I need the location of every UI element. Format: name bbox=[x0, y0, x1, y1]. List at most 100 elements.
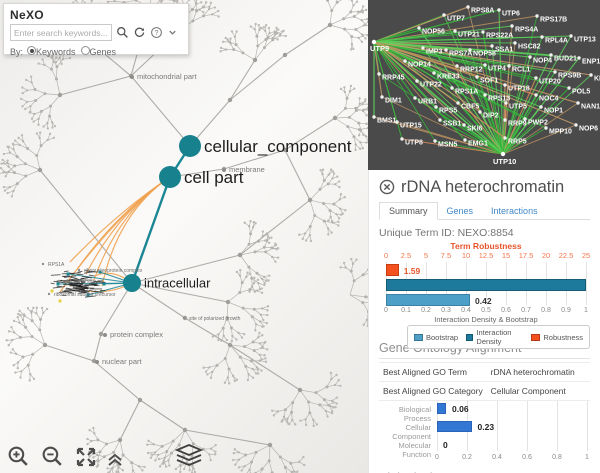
ontology-term-label[interactable]: mitochondrial part bbox=[137, 72, 198, 81]
gene-node-label[interactable]: NOP14 bbox=[408, 62, 431, 69]
gene-node-label[interactable]: NOC4 bbox=[539, 96, 559, 103]
gene-node[interactable] bbox=[574, 123, 578, 127]
gene-node-label[interactable]: RPS7A bbox=[449, 51, 472, 58]
gene-node[interactable] bbox=[444, 48, 448, 52]
gene-node[interactable] bbox=[553, 70, 557, 74]
ontology-node-label[interactable]: intracellular bbox=[144, 276, 211, 291]
ontology-term-label[interactable]: ribonucleoprotein complex bbox=[84, 268, 143, 274]
gene-node-label[interactable]: NOP1 bbox=[544, 108, 563, 115]
gene-node[interactable] bbox=[534, 93, 538, 97]
ontology-term-label[interactable]: ribosomal subunit bbox=[64, 279, 104, 285]
gene-node-label[interactable]: RRP9 bbox=[508, 121, 527, 128]
gene-node-label[interactable]: HSC82 bbox=[518, 44, 541, 51]
gene-node[interactable] bbox=[372, 115, 376, 119]
gene-node[interactable] bbox=[483, 93, 487, 97]
gene-node[interactable] bbox=[478, 110, 482, 114]
gene-node[interactable] bbox=[438, 118, 442, 122]
ontology-term-label[interactable]: protein complex bbox=[110, 330, 163, 339]
zoom-in-icon[interactable] bbox=[6, 444, 31, 469]
gene-node-label[interactable]: UTP18 bbox=[508, 86, 530, 93]
gene-node-label[interactable]: RPS5 bbox=[439, 108, 457, 115]
ontology-term-label[interactable]: ribosomal subunit precursor bbox=[54, 292, 116, 298]
gene-hub-node[interactable] bbox=[371, 39, 377, 45]
gene-node-label[interactable]: UTP13 bbox=[574, 37, 596, 44]
gene-node[interactable] bbox=[466, 5, 470, 9]
gene-node-label[interactable]: NOP4 bbox=[533, 58, 552, 65]
gene-node[interactable] bbox=[523, 117, 527, 121]
gene-node-label[interactable]: UTP5 bbox=[509, 104, 527, 111]
ontology-node[interactable] bbox=[123, 274, 141, 292]
gene-node-label[interactable]: RPL4A bbox=[545, 38, 568, 45]
ontology-term-label[interactable]: RPS1A bbox=[48, 262, 65, 268]
ontology-node-label[interactable]: cellular_component bbox=[204, 137, 352, 156]
tab-interactions[interactable]: Interactions bbox=[491, 206, 538, 216]
gene-node[interactable] bbox=[589, 73, 593, 77]
gene-node-label[interactable]: UTP20 bbox=[539, 79, 561, 86]
gene-node-label[interactable]: RPS4A bbox=[515, 27, 538, 34]
ontology-node[interactable] bbox=[159, 166, 181, 188]
gene-node[interactable] bbox=[569, 34, 573, 38]
gene-node[interactable] bbox=[432, 71, 436, 75]
collapse-up-icon[interactable] bbox=[107, 453, 123, 467]
gene-node[interactable] bbox=[549, 53, 553, 57]
ontology-term-label[interactable]: membrane bbox=[229, 165, 265, 174]
gene-node[interactable] bbox=[463, 138, 467, 142]
gene-node[interactable] bbox=[576, 101, 580, 105]
ontology-canvas[interactable]: mitochondrial part membrane protein comple… bbox=[0, 0, 368, 473]
gene-node-label[interactable]: UTP22 bbox=[420, 82, 442, 89]
gene-node-label[interactable]: NOP58 bbox=[473, 51, 496, 58]
gene-node[interactable] bbox=[535, 14, 539, 18]
gene-node-label[interactable]: NAN1 bbox=[581, 104, 600, 111]
gene-node[interactable] bbox=[504, 101, 508, 105]
gene-node-label[interactable]: DIM1 bbox=[385, 98, 402, 105]
gene-node-label[interactable]: UTP4 bbox=[488, 66, 506, 73]
tab-summary[interactable]: Summary bbox=[379, 202, 438, 220]
gene-network-canvas[interactable]: UTP7 RPS8A UTP6 RPS17B NOP56 UTP21 RPS22ARPS4A… bbox=[368, 0, 600, 170]
gene-node[interactable] bbox=[455, 64, 459, 68]
gene-node[interactable] bbox=[421, 46, 425, 50]
gene-node-label[interactable]: BMS1 bbox=[377, 118, 397, 125]
gene-node[interactable] bbox=[453, 29, 457, 33]
gene-node-label[interactable]: RPS22A bbox=[486, 33, 513, 40]
gene-node[interactable] bbox=[395, 120, 399, 124]
refresh-icon[interactable] bbox=[133, 26, 146, 39]
gene-node[interactable] bbox=[417, 26, 421, 30]
gene-node-label[interactable]: UTP7 bbox=[447, 16, 465, 23]
close-icon[interactable] bbox=[379, 179, 395, 195]
ontology-term-label[interactable]: nuclear part bbox=[102, 357, 143, 366]
gene-node-label[interactable]: DIP2 bbox=[483, 113, 499, 120]
gene-node[interactable] bbox=[510, 24, 514, 28]
gene-node[interactable] bbox=[567, 86, 571, 90]
gene-node[interactable] bbox=[497, 8, 501, 12]
radio-label[interactable]: Genes bbox=[89, 47, 117, 57]
gene-node[interactable] bbox=[539, 105, 543, 109]
gene-node-label[interactable]: SOF1 bbox=[480, 78, 498, 85]
gene-node[interactable] bbox=[442, 13, 446, 17]
gene-node[interactable] bbox=[413, 96, 417, 100]
gene-node[interactable] bbox=[528, 55, 532, 59]
gene-node-label[interactable]: SSA1 bbox=[495, 47, 513, 54]
gene-hub-label[interactable]: UTP9 bbox=[370, 44, 389, 53]
gene-node-label[interactable]: RPS17B bbox=[540, 17, 567, 24]
gene-node-label[interactable]: RRP12 bbox=[460, 67, 483, 74]
gene-node[interactable] bbox=[450, 86, 454, 90]
gene-node-label[interactable]: RRP5 bbox=[508, 139, 527, 146]
gene-node[interactable] bbox=[540, 35, 544, 39]
gene-node-label[interactable]: UTP21 bbox=[458, 32, 480, 39]
help-icon[interactable]: ? bbox=[150, 26, 163, 39]
radio-label[interactable]: Keywords bbox=[36, 47, 76, 57]
gene-node-label[interactable]: RPS9B bbox=[558, 73, 581, 80]
gene-hub-node[interactable] bbox=[500, 151, 506, 157]
gene-node-label[interactable]: NOP56 bbox=[422, 29, 445, 36]
gene-node-label[interactable]: URB1 bbox=[418, 99, 437, 106]
gene-node[interactable] bbox=[400, 137, 404, 141]
gene-node[interactable] bbox=[434, 105, 438, 109]
gene-node[interactable] bbox=[513, 41, 517, 45]
radio-genes[interactable] bbox=[80, 46, 90, 55]
search-icon[interactable] bbox=[116, 26, 129, 39]
gene-node-label[interactable]: PWP2 bbox=[528, 120, 548, 127]
gene-node-label[interactable]: KRE33 bbox=[437, 74, 460, 81]
zoom-out-icon[interactable] bbox=[40, 444, 65, 469]
gene-hub-label[interactable]: UTP10 bbox=[493, 157, 516, 166]
gene-node[interactable] bbox=[462, 123, 466, 127]
